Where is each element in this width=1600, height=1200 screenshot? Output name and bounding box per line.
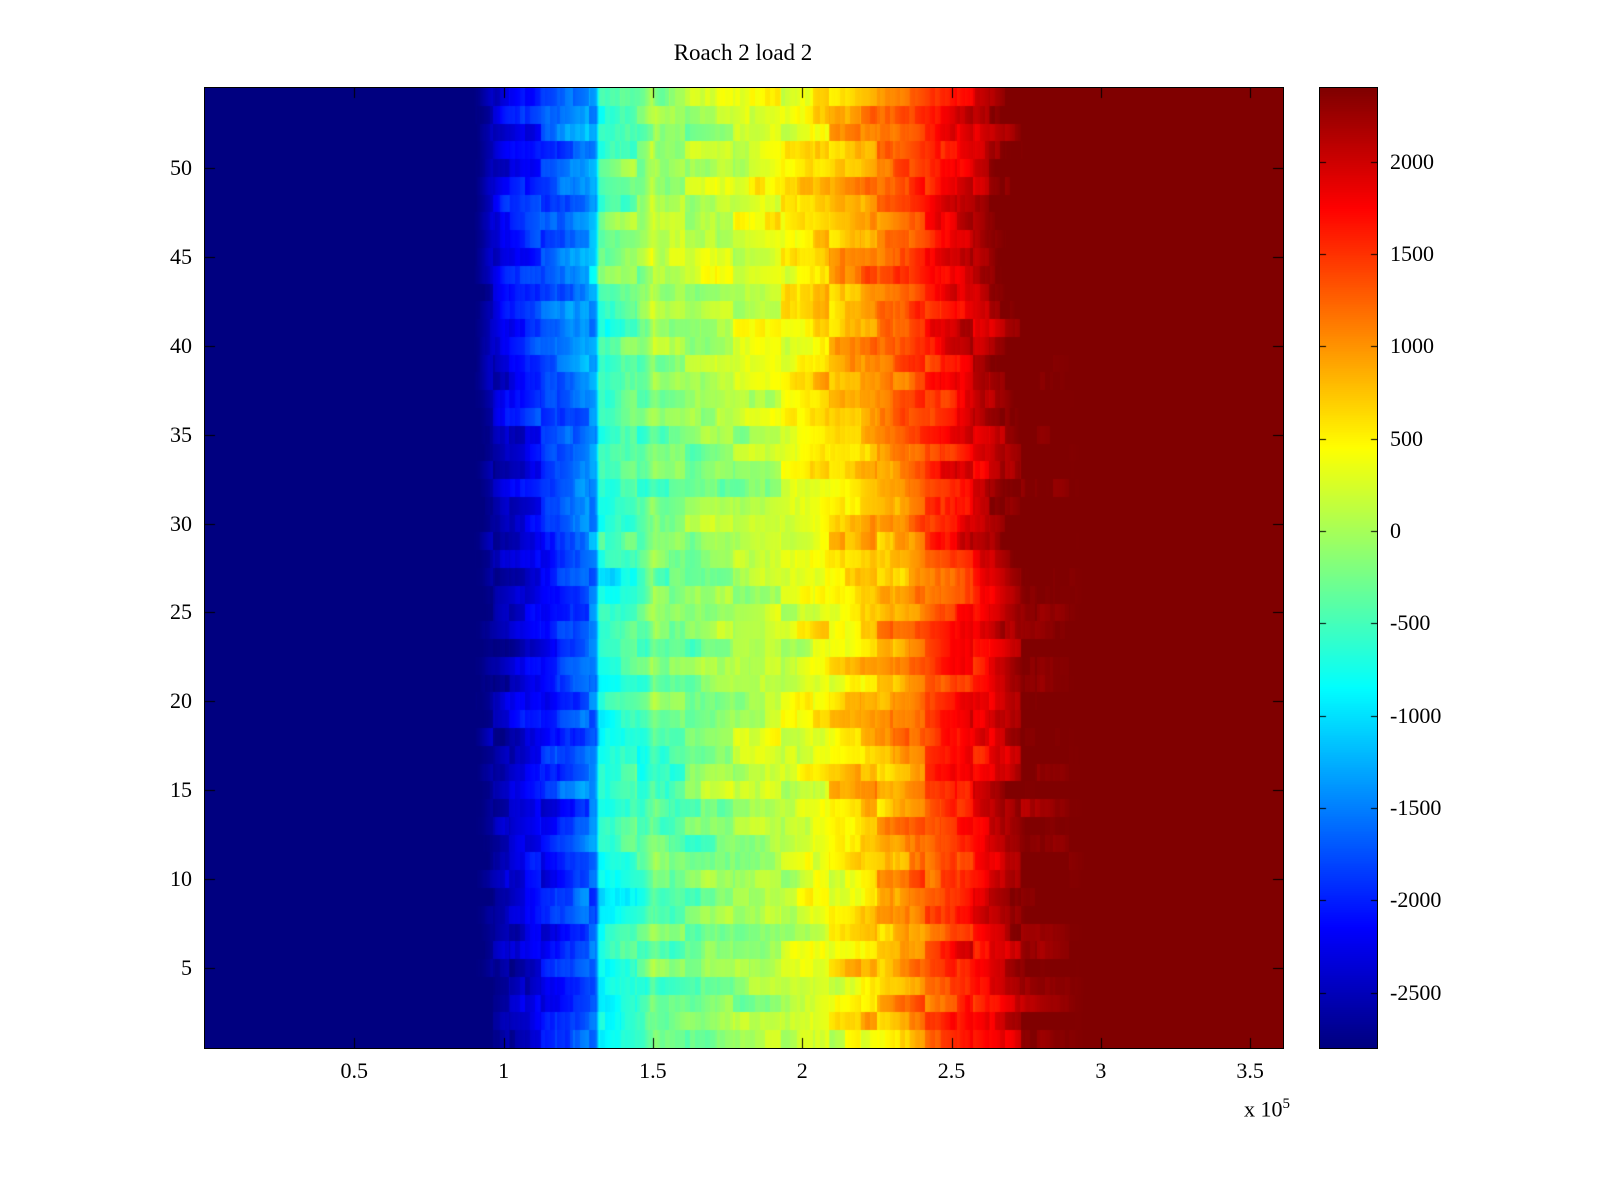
x-tick-label: 1 <box>498 1058 510 1083</box>
colorbar-tick-label: 0 <box>1390 518 1401 544</box>
exponent-value: 5 <box>1282 1096 1290 1112</box>
y-tick-label: 5 <box>181 955 192 980</box>
x-tick-label: 1.5 <box>639 1058 667 1083</box>
y-tick-label: 10 <box>170 866 192 892</box>
x-tick-label: 2 <box>796 1058 808 1083</box>
y-tick-label: 45 <box>170 243 192 269</box>
chart-title: Roach 2 load 2 <box>673 40 813 65</box>
colorbar-tick-label: 1500 <box>1390 241 1434 267</box>
y-tick-label: 50 <box>170 155 192 180</box>
x-axis-exponent-label: x 105 <box>1150 1096 1290 1122</box>
colorbar <box>1319 87 1378 1049</box>
y-tick-label: 20 <box>170 688 192 714</box>
y-tick-label: 35 <box>170 421 192 447</box>
exponent-prefix: x 10 <box>1244 1096 1283 1122</box>
plot-area <box>204 87 1284 1049</box>
x-tick-label: 0.5 <box>340 1058 369 1083</box>
colorbar-canvas <box>1320 88 1377 1048</box>
y-tick-label: 25 <box>170 599 192 625</box>
x-tick-label: 2.5 <box>937 1058 966 1083</box>
y-tick-label: 30 <box>170 510 192 536</box>
x-tick-label: 3 <box>1095 1058 1107 1083</box>
colorbar-tick-label: 500 <box>1390 425 1423 451</box>
y-tick-label: 40 <box>170 332 192 358</box>
colorbar-tick-label: 1000 <box>1390 333 1434 359</box>
colorbar-tick-label: -1000 <box>1390 702 1442 728</box>
colorbar-tick-label: 2000 <box>1390 148 1434 174</box>
colorbar-tick-label: -2500 <box>1390 979 1442 1005</box>
colorbar-tick-label: -2000 <box>1390 887 1442 913</box>
colorbar-tick-label: -1500 <box>1390 795 1442 820</box>
x-tick-label: 3.5 <box>1236 1058 1264 1083</box>
heatmap-canvas <box>205 88 1283 1048</box>
colorbar-tick-label: -500 <box>1390 610 1431 636</box>
y-tick-label: 15 <box>170 777 192 803</box>
